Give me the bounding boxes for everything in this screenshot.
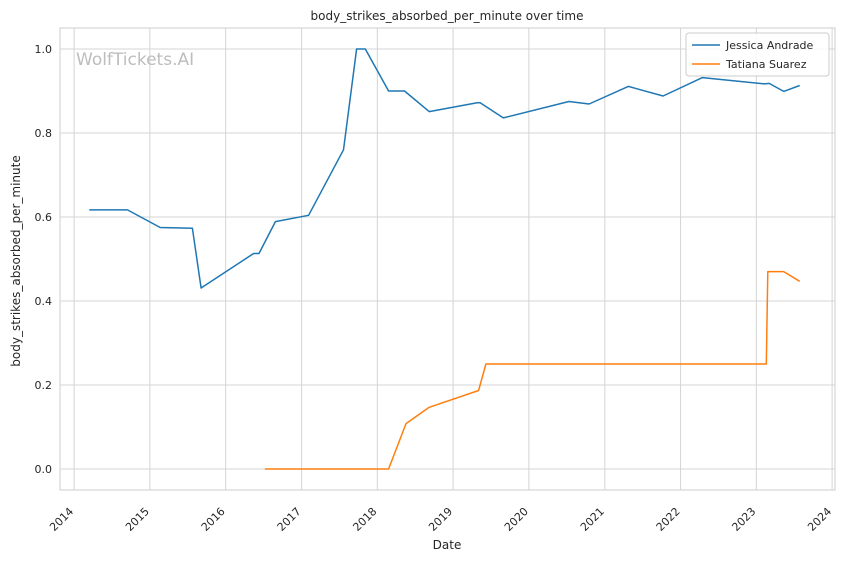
x-tick-label: 2023	[729, 505, 758, 534]
x-tick-label: 2024	[805, 505, 834, 534]
series-line-jessica-andrade	[89, 48, 800, 289]
legend: Jessica Andrade Tatiana Suarez	[685, 32, 830, 77]
y-axis-label: body_strikes_absorbed_per_minute	[9, 155, 23, 366]
x-tick-label: 2020	[502, 505, 531, 534]
y-tick-label: 0.4	[35, 295, 53, 308]
x-tick-label: 2019	[426, 505, 455, 534]
x-axis-label: Date	[433, 538, 462, 552]
x-tick-label: 2018	[350, 505, 379, 534]
x-tick-label: 2017	[275, 505, 304, 534]
y-tick-label: 1.0	[35, 43, 53, 56]
y-tick-label: 0.0	[35, 463, 53, 476]
legend-label-tatiana-suarez: Tatiana Suarez	[725, 58, 807, 71]
y-tick-label: 0.8	[35, 127, 53, 140]
legend-label-jessica-andrade: Jessica Andrade	[725, 39, 814, 52]
chart-title: body_strikes_absorbed_per_minute over ti…	[311, 9, 584, 23]
grid	[60, 28, 835, 490]
series-lines	[89, 48, 801, 470]
y-tick-labels: 0.0 0.2 0.4 0.6 0.8 1.0	[35, 43, 53, 476]
y-tick-label: 0.2	[35, 379, 53, 392]
y-tick-label: 0.6	[35, 211, 53, 224]
legend-box	[685, 32, 830, 77]
watermark-text: WolfTickets.AI	[76, 50, 194, 70]
series-line-tatiana-suarez	[264, 270, 801, 470]
x-tick-label: 2021	[578, 505, 607, 534]
plot-area	[59, 27, 836, 491]
x-tick-label: 2022	[654, 505, 683, 534]
x-tick-label: 2015	[123, 505, 152, 534]
x-tick-label: 2014	[47, 505, 76, 534]
x-tick-label: 2016	[199, 505, 228, 534]
x-tick-labels: 2014 2015 2016 2017 2018 2019 2020 2021 2022 2023…	[47, 505, 834, 534]
